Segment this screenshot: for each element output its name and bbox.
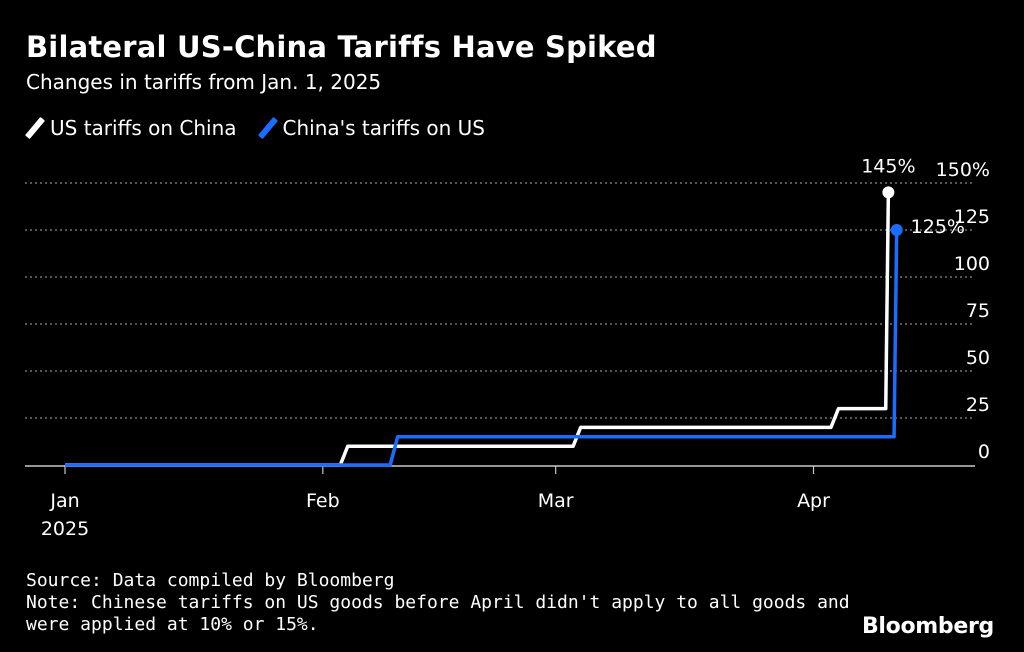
y-tick-label-150: 150% — [936, 159, 990, 181]
y-tick-label-0: 0 — [978, 441, 990, 463]
methodology-note-line-2: were applied at 10% or 15%. — [26, 614, 319, 635]
legend-label-us: US tariffs on China — [50, 116, 237, 140]
bloomberg-logo: Bloomberg — [861, 614, 994, 639]
series-line-china — [65, 229, 899, 467]
chart-subtitle: Changes in tariffs from Jan. 1, 2025 — [26, 70, 382, 94]
legend: US tariffs on China China's tariffs on U… — [24, 116, 507, 140]
tariff-line-chart: 0 25 50 75 100 125 150% Jan 2025 Feb Mar Apr 145% 125… — [25, 155, 990, 540]
x-tick-label-mar: Mar — [538, 490, 574, 512]
y-tick-label-50: 50 — [966, 347, 990, 369]
series-line-us — [65, 192, 891, 467]
legend-item-us: US tariffs on China — [24, 116, 237, 140]
legend-swatch-us — [24, 116, 46, 140]
x-tick-label-feb: Feb — [306, 490, 340, 512]
end-point-china — [890, 224, 903, 236]
chart-footer: Source: Data compiled by Bloomberg Note:… — [26, 570, 850, 636]
end-point-us — [882, 186, 895, 199]
source-note: Source: Data compiled by Bloomberg — [26, 570, 395, 591]
methodology-note-line-1: Note: Chinese tariffs on US goods before… — [26, 592, 850, 613]
x-tick-sublabel-year: 2025 — [41, 518, 89, 540]
x-tick-label-apr: Apr — [797, 490, 830, 512]
y-tick-label-125: 125 — [954, 206, 990, 228]
chart-title: Bilateral US-China Tariffs Have Spiked — [26, 30, 657, 64]
y-tick-label-75: 75 — [966, 300, 990, 322]
legend-swatch-china — [257, 116, 278, 140]
legend-label-china: China's tariffs on US — [282, 116, 485, 140]
end-label-china: 125% — [911, 216, 965, 238]
x-tick-label-jan: Jan — [49, 490, 79, 512]
end-label-us: 145% — [861, 155, 915, 177]
y-tick-label-100: 100 — [954, 253, 990, 275]
legend-item-china: China's tariffs on US — [257, 116, 485, 140]
y-tick-label-25: 25 — [966, 394, 990, 416]
